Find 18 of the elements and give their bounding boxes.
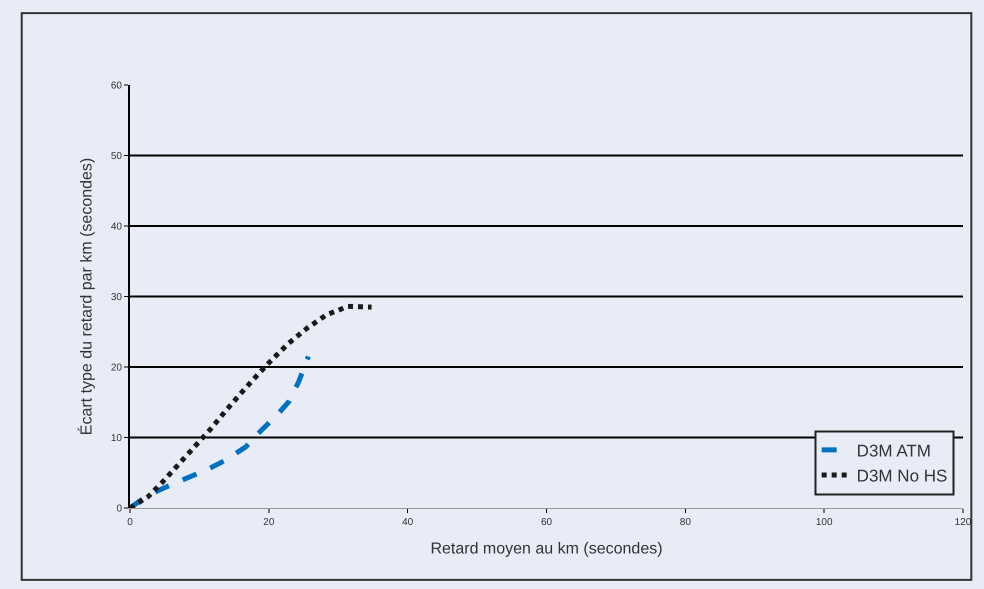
x-tick-label: 60 [540, 517, 552, 528]
x-tick-label: 20 [263, 517, 275, 528]
y-tick-label: 60 [110, 80, 122, 92]
x-axis-title: Retard moyen au km (secondes) [430, 540, 663, 558]
x-tick-label: 80 [680, 517, 692, 528]
y-tick-label: 0 [116, 504, 122, 514]
legend-label: D3M No HS [856, 466, 948, 486]
x-tick-label: 120 [954, 517, 972, 528]
y-tick-label: 30 [110, 292, 122, 303]
y-axis-title: Écart type du retard par km (secondes) [77, 158, 96, 436]
y-tick-label: 20 [110, 362, 122, 374]
y-tick-label: 10 [110, 433, 122, 444]
x-tick-label: 100 [816, 517, 833, 528]
legend-label: D3M ATM [856, 441, 931, 460]
x-tick-label: 40 [402, 517, 414, 528]
x-tick-label: 0 [127, 517, 134, 528]
y-tick-label: 50 [110, 151, 122, 162]
y-tick-label: 40 [110, 222, 122, 232]
